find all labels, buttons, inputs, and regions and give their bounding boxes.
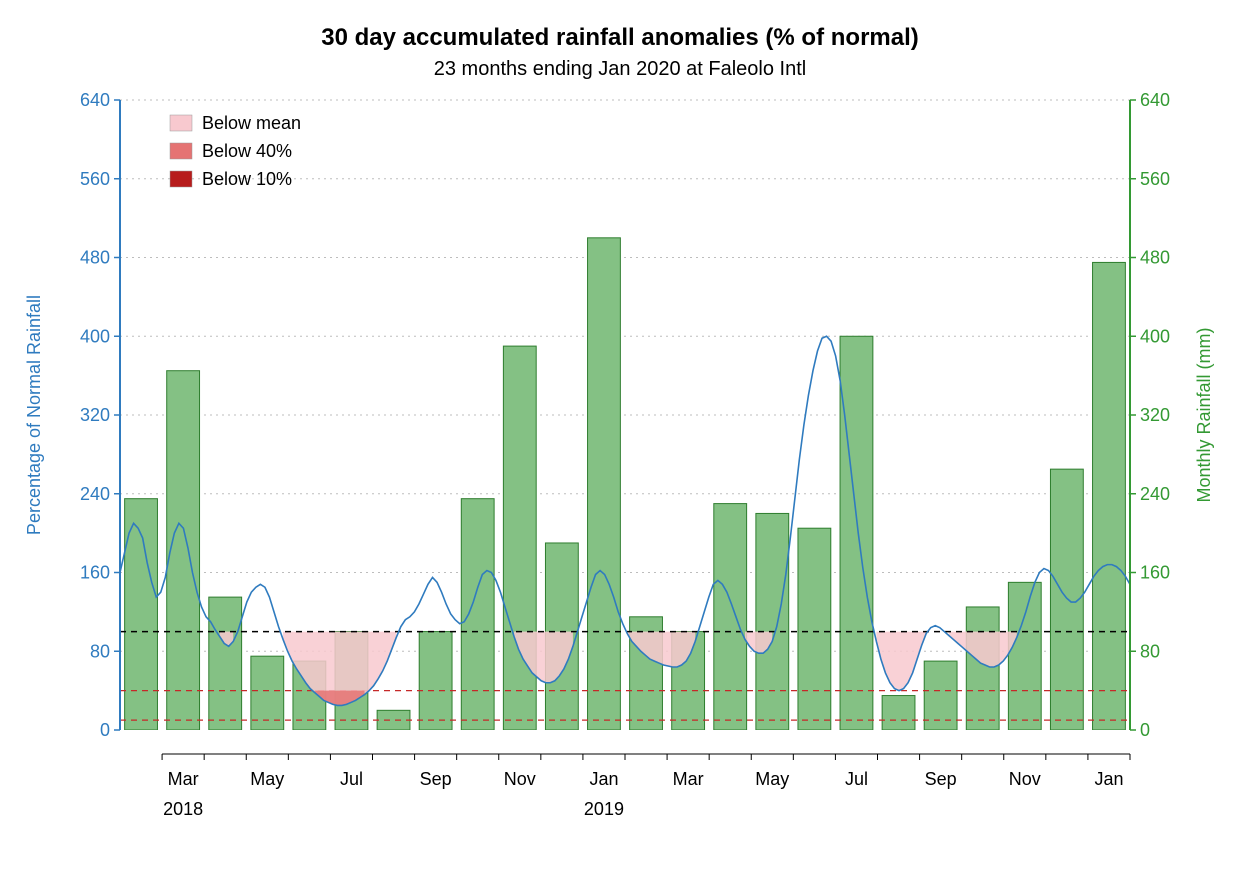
monthly-rainfall-bar	[377, 710, 410, 730]
legend-label: Below 10%	[202, 169, 292, 189]
x-month-label: Sep	[925, 769, 957, 789]
legend-label: Below mean	[202, 113, 301, 133]
monthly-rainfall-bar	[461, 499, 494, 730]
y-right-tick: 640	[1140, 90, 1170, 110]
monthly-rainfall-bar	[966, 607, 999, 730]
x-month-label: Jul	[845, 769, 868, 789]
y-left-tick: 560	[80, 169, 110, 189]
x-year-label: 2018	[163, 799, 203, 819]
y-left-tick: 240	[80, 484, 110, 504]
y-left-tick: 640	[80, 90, 110, 110]
chart-title: 30 day accumulated rainfall anomalies (%…	[321, 24, 919, 51]
y-left-tick: 160	[80, 563, 110, 583]
x-month-label: Sep	[420, 769, 452, 789]
legend-swatch	[170, 171, 192, 187]
y-right-tick: 0	[1140, 720, 1150, 740]
y-right-tick: 240	[1140, 484, 1170, 504]
x-month-label: Nov	[1009, 769, 1041, 789]
x-month-label: Mar	[673, 769, 704, 789]
y-right-tick: 480	[1140, 248, 1170, 268]
x-month-label: Jan	[589, 769, 618, 789]
x-month-label: May	[250, 769, 284, 789]
monthly-rainfall-bar	[1008, 582, 1041, 730]
monthly-rainfall-bar	[167, 371, 200, 730]
monthly-rainfall-bar	[840, 336, 873, 730]
y-left-tick: 400	[80, 326, 110, 346]
y-right-tick: 560	[1140, 169, 1170, 189]
y-left-tick: 0	[100, 720, 110, 740]
y-left-tick: 480	[80, 248, 110, 268]
y-left-tick: 320	[80, 405, 110, 425]
x-month-label: May	[755, 769, 789, 789]
monthly-rainfall-bar	[588, 238, 621, 730]
y-right-tick: 320	[1140, 405, 1170, 425]
monthly-rainfall-bar	[798, 528, 831, 730]
x-month-label: Mar	[168, 769, 199, 789]
y-right-label: Monthly Rainfall (mm)	[1194, 327, 1214, 502]
x-month-label: Jul	[340, 769, 363, 789]
monthly-rainfall-bar	[419, 632, 452, 730]
chart-subtitle: 23 months ending Jan 2020 at Faleolo Int…	[434, 58, 806, 80]
monthly-rainfall-bar	[714, 504, 747, 730]
legend-swatch	[170, 115, 192, 131]
legend-label: Below 40%	[202, 141, 292, 161]
y-left-tick: 80	[90, 641, 110, 661]
monthly-rainfall-bar	[882, 696, 915, 730]
legend-swatch	[170, 143, 192, 159]
x-month-label: Nov	[504, 769, 536, 789]
y-left-label: Percentage of Normal Rainfall	[24, 295, 44, 535]
y-right-tick: 80	[1140, 641, 1160, 661]
monthly-rainfall-bar	[209, 597, 242, 730]
rainfall-anomaly-chart: 30 day accumulated rainfall anomalies (%…	[0, 0, 1240, 885]
y-right-tick: 400	[1140, 326, 1170, 346]
monthly-rainfall-bar	[924, 661, 957, 730]
monthly-rainfall-bar	[756, 513, 789, 730]
monthly-rainfall-bar	[1093, 262, 1126, 730]
x-year-label: 2019	[584, 799, 624, 819]
y-right-tick: 160	[1140, 563, 1170, 583]
x-month-label: Jan	[1094, 769, 1123, 789]
monthly-rainfall-bar	[251, 656, 284, 730]
